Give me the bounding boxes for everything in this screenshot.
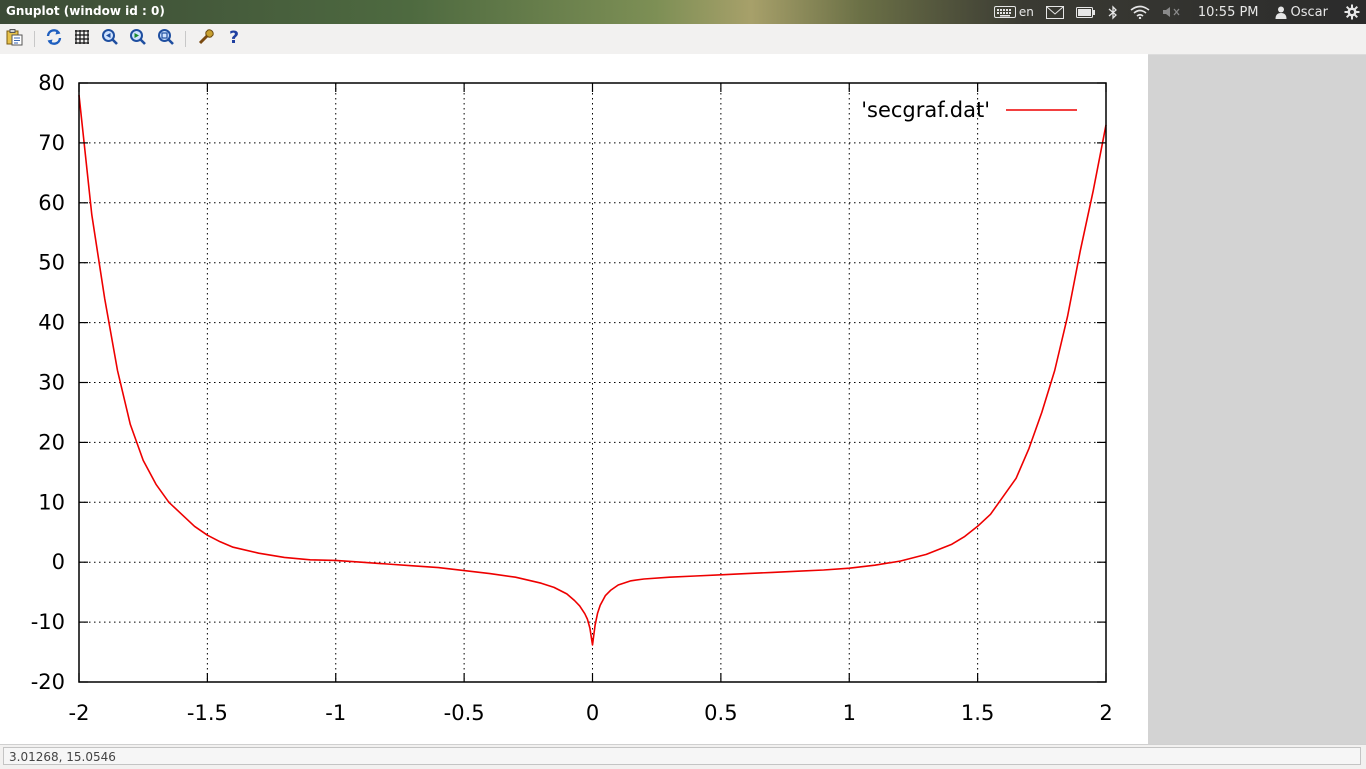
y-tick-label: 0 [52,550,65,574]
y-tick-label: 60 [38,191,65,215]
x-tick-label: -0.5 [444,701,485,725]
battery-indicator[interactable] [1070,0,1102,24]
x-tick-label: 0 [586,701,599,725]
help-button[interactable]: ? [224,28,244,50]
zoom-autoscale-button[interactable] [156,29,176,49]
volume-indicator[interactable] [1156,0,1188,24]
grid-button[interactable] [72,29,92,49]
line-chart[interactable]: -2 -1.5 -1 -0.5 0 0.5 1 1.5 2 -20 -10 0 10 20 30 40 50 6… [0,54,1148,744]
grid-lines [79,83,1106,682]
zoom-previous-icon [101,28,119,50]
x-tick-label: 1.5 [961,701,994,725]
x-tick-label: 1 [843,701,856,725]
grid-icon [74,29,90,49]
config-button[interactable] [196,29,216,49]
x-axis-tick-labels: -2 -1.5 -1 -0.5 0 0.5 1 1.5 2 [69,701,1113,725]
user-indicator[interactable]: Oscar [1269,0,1334,24]
config-icon [197,28,215,50]
clock-indicator[interactable]: 10:55 PM [1188,0,1269,24]
zoom-next-button[interactable] [128,29,148,49]
wifi-icon [1130,5,1150,19]
user-icon [1275,6,1287,19]
keyboard-layout-label: en [1018,5,1034,19]
y-tick-label: 70 [38,131,65,155]
axis-ticks [78,82,1107,683]
battery-icon [1075,6,1096,18]
mail-icon [1045,5,1064,19]
zoom-previous-button[interactable] [100,29,120,49]
toolbar-separator [34,31,35,47]
svg-text:?: ? [229,28,239,46]
x-tick-label: 0.5 [704,701,737,725]
top-panel: Gnuplot (window id : 0) en [0,0,1366,24]
y-tick-label: 30 [38,371,65,395]
legend: 'secgraf.dat' [861,98,1077,122]
toolbar: ? [0,24,1366,55]
help-icon: ? [226,28,242,50]
copy-to-clipboard-button[interactable] [5,29,25,49]
replot-button[interactable] [44,29,64,49]
y-tick-label: 50 [38,251,65,275]
toolbar-separator [185,31,186,47]
x-tick-label: -1 [325,701,346,725]
bluetooth-icon [1108,4,1118,20]
keyboard-indicator[interactable]: en [988,0,1040,24]
gear-icon [1344,4,1360,20]
indicator-area: en 10:55 PM [988,0,1366,24]
x-tick-label: -2 [69,701,90,725]
y-axis-tick-labels: -20 -10 0 10 20 30 40 50 60 70 80 [31,71,65,694]
bluetooth-indicator[interactable] [1102,0,1124,24]
replot-icon [45,28,63,50]
session-indicator[interactable] [1334,0,1366,24]
wifi-indicator[interactable] [1124,0,1156,24]
zoom-autoscale-icon [157,28,175,50]
volume-muted-icon [1162,6,1182,18]
legend-label: 'secgraf.dat' [861,98,990,122]
y-tick-label: 80 [38,71,65,95]
zoom-next-icon [129,28,147,50]
copy-to-clipboard-icon [6,28,24,50]
mail-indicator[interactable] [1040,0,1070,24]
series-line [78,94,1107,646]
y-tick-label: 20 [38,430,65,454]
status-bar: 3.01268, 15.0546 [0,744,1366,769]
user-name: Oscar [1290,4,1328,20]
y-tick-label: 10 [38,490,65,514]
clock-label: 10:55 PM [1197,4,1259,20]
keyboard-icon [993,6,1016,18]
x-tick-label: -1.5 [187,701,228,725]
y-tick-label: -10 [31,610,65,634]
window-title: Gnuplot (window id : 0) [6,4,165,18]
plot-canvas[interactable]: -2 -1.5 -1 -0.5 0 0.5 1 1.5 2 -20 -10 0 10 20 30 40 50 6… [0,54,1148,744]
mouse-coordinates: 3.01268, 15.0546 [3,747,1361,765]
y-tick-label: -20 [31,670,65,694]
plot-frame [78,82,1107,683]
series-layer [78,94,1107,646]
x-tick-label: 2 [1099,701,1112,725]
y-tick-label: 40 [38,311,65,335]
